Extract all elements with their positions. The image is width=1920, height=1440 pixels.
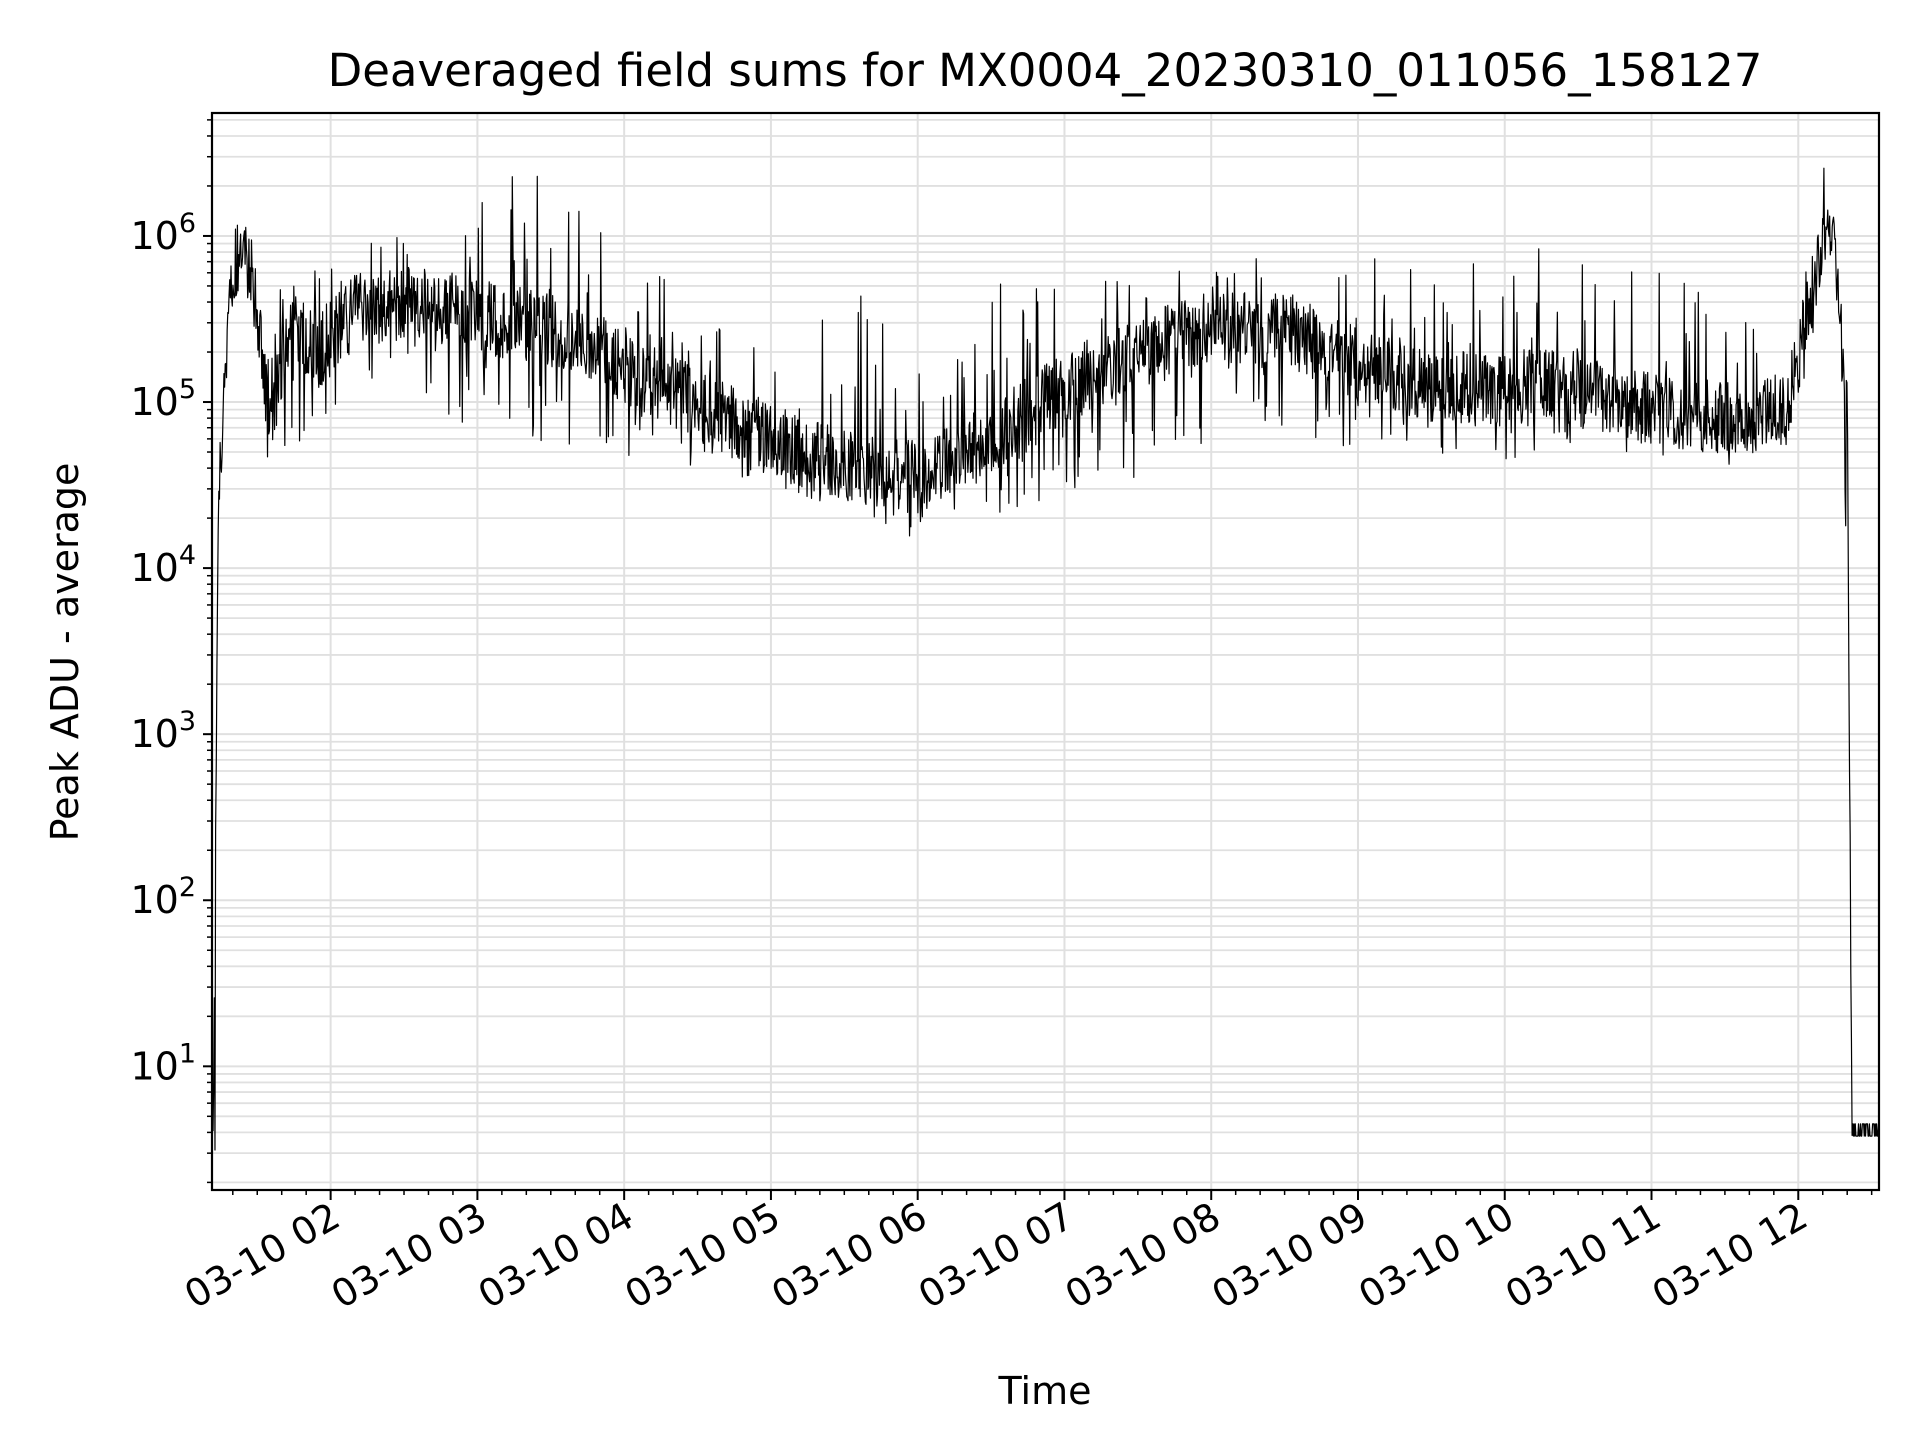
y-tick-label: 104 [130,540,196,590]
x-axis-label: Time [998,1369,1092,1413]
y-axis-label: Peak ADU - average [43,463,87,842]
y-tick-label: 106 [130,208,196,258]
plot-layer [212,167,1880,1151]
y-tick-label: 105 [130,374,196,424]
chart-title: Deaveraged field sums for MX0004_2023031… [328,44,1763,97]
y-tick-label: 101 [130,1038,196,1088]
plot-area-frame [210,111,1881,1192]
y-tick-label: 102 [130,872,196,922]
data-series-line [212,167,1880,1151]
y-tick-label: 103 [130,706,196,756]
